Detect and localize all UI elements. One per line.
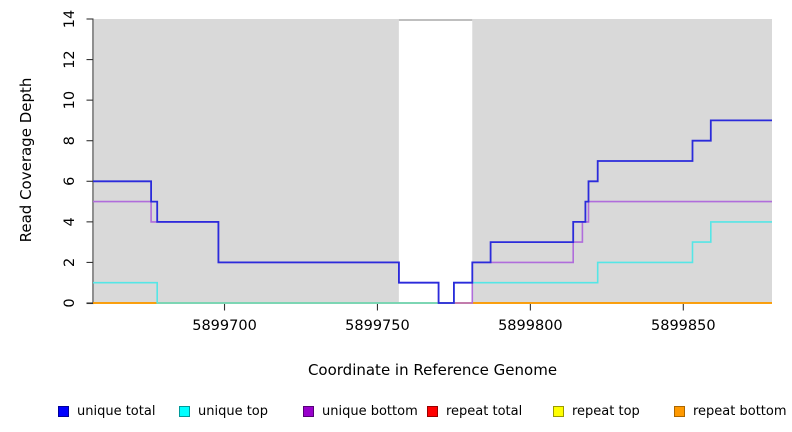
y-tick-label: 0 (62, 298, 78, 307)
y-tick-label: 4 (62, 217, 78, 226)
series-unique-top (93, 221, 772, 304)
y-tick-label: 2 (62, 258, 78, 267)
gap-region (398, 19, 473, 303)
y-tick-label: 8 (62, 136, 78, 145)
y-tick-label: 12 (62, 50, 78, 68)
y-tick-label: 6 (62, 177, 78, 186)
y-tick-label: 14 (62, 10, 78, 28)
x-tick-label: 5899800 (498, 318, 563, 334)
series-unique-total (93, 119, 772, 304)
x-tick-label: 5899750 (345, 318, 410, 334)
x-axis-title: Coordinate in Reference Genome (307, 361, 558, 379)
x-tick-label: 5899850 (651, 318, 716, 334)
x-tick-label: 5899700 (192, 318, 257, 334)
y-axis-title: Read Coverage Depth (17, 77, 35, 243)
y-tick-label: 10 (62, 91, 78, 109)
